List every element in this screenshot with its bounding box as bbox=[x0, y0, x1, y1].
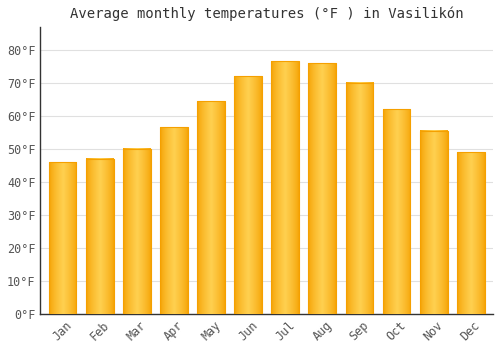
Title: Average monthly temperatures (°F ) in Vasilikón: Average monthly temperatures (°F ) in Va… bbox=[70, 7, 464, 21]
